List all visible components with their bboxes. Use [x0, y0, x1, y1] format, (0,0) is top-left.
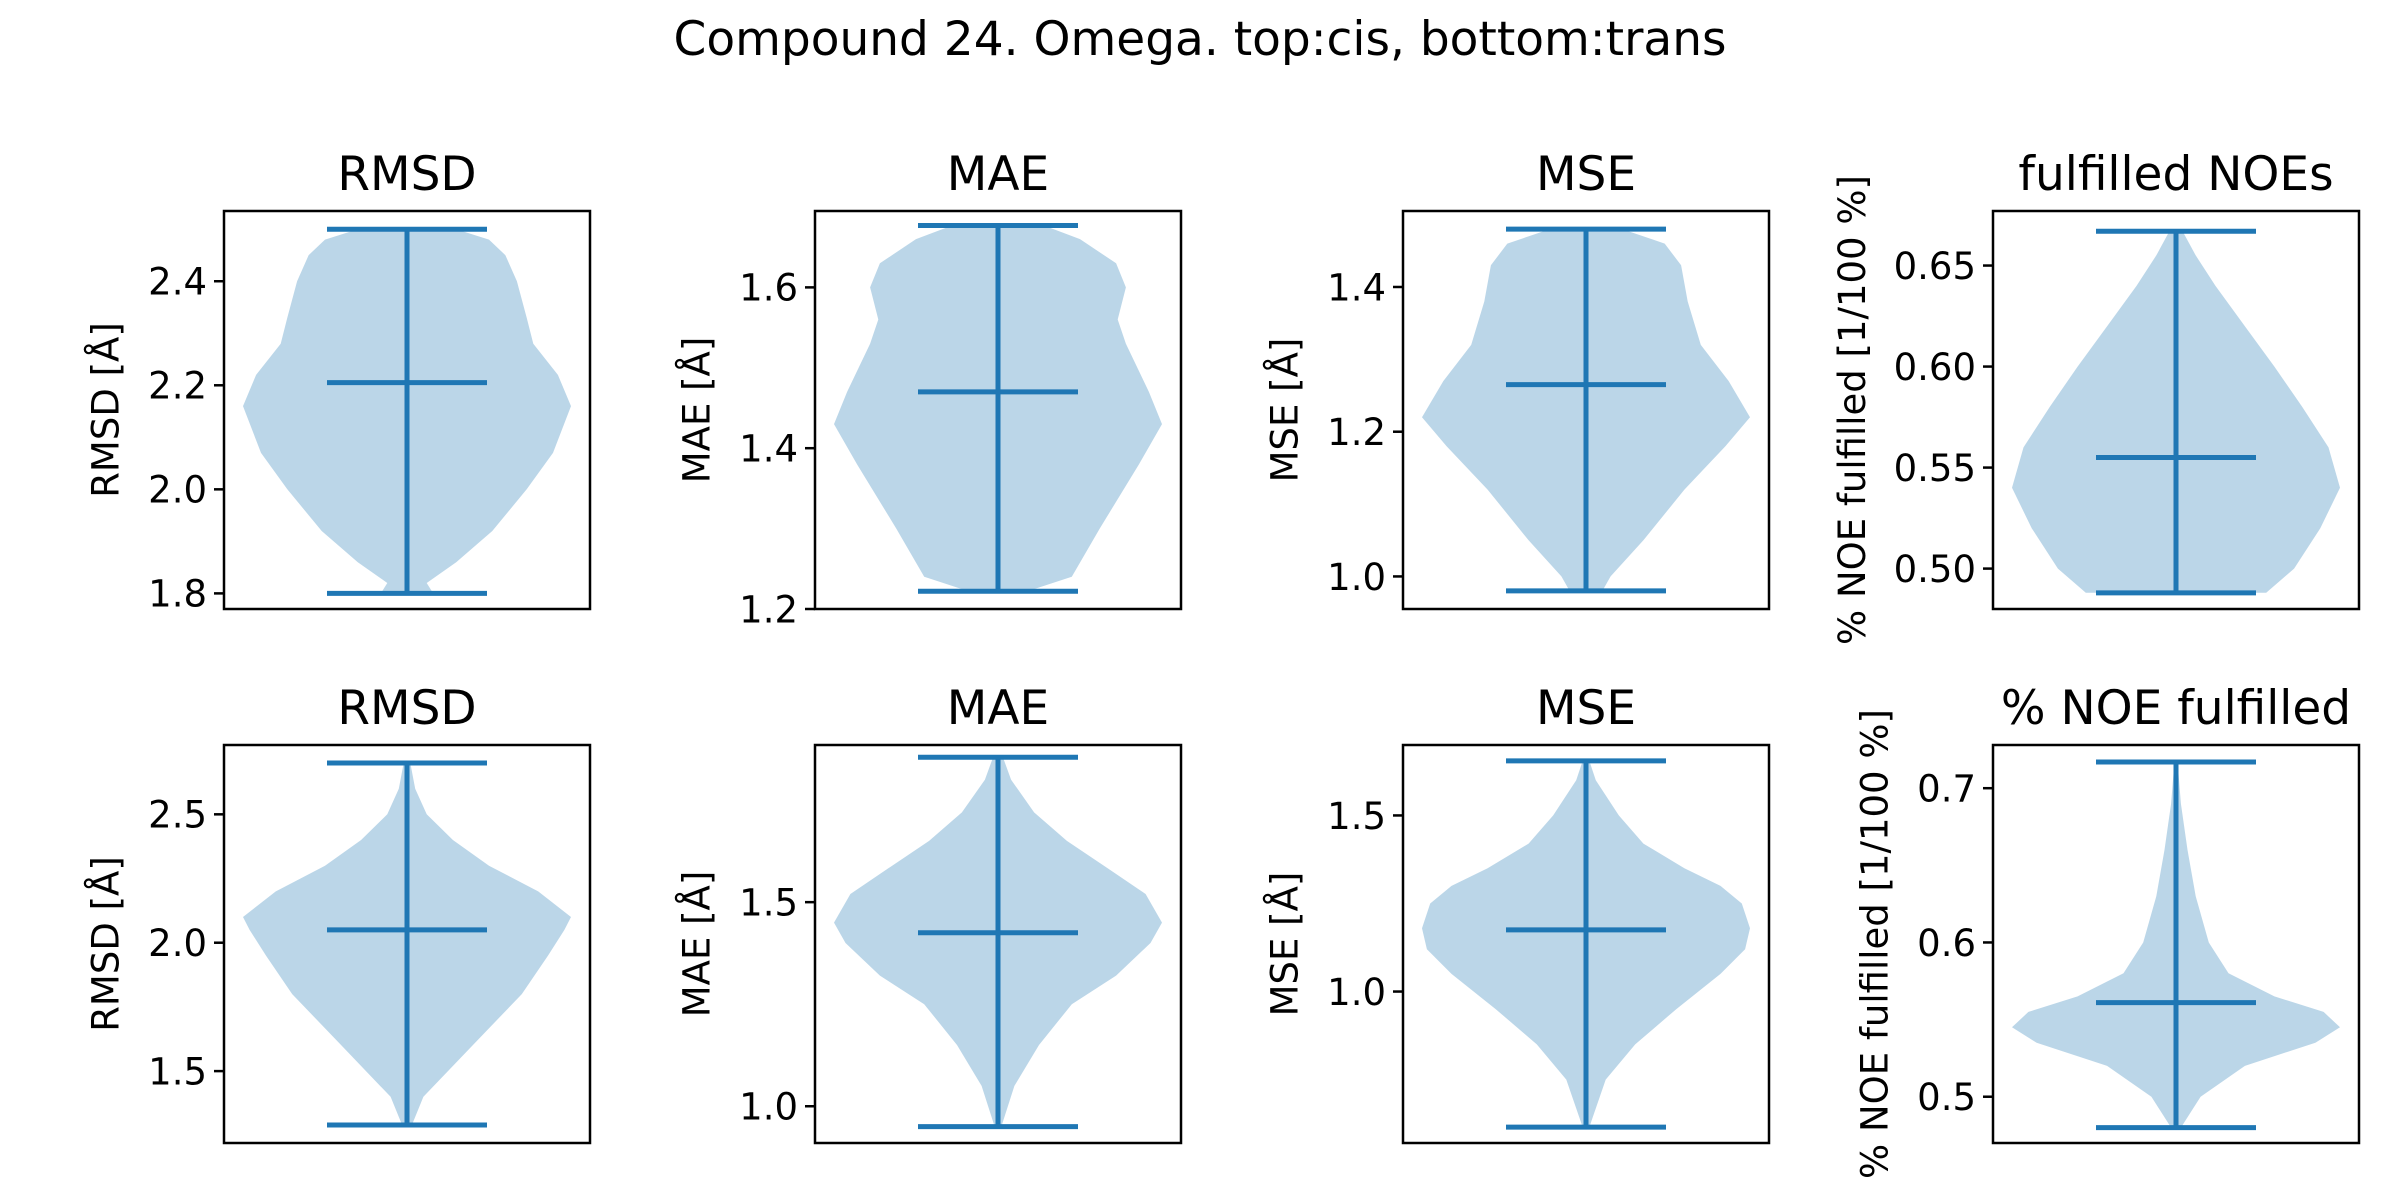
axes-frame: [222, 743, 592, 1145]
y-tick-label: 0.5: [1917, 1076, 1976, 1119]
y-tick-label: 2.0: [148, 922, 207, 965]
figure-title: Compound 24. Omega. top:cis, bottom:tran…: [674, 12, 1727, 67]
y-axis-label: MSE [Å]: [1262, 872, 1306, 1017]
y-tick-label: 1.0: [739, 1086, 798, 1129]
y-tick-label: 1.8: [148, 573, 207, 616]
y-tick-label: 1.5: [1327, 795, 1386, 838]
y-tick-label: 2.2: [148, 365, 207, 408]
panel-bottom-3: 1.0 1.5 MSE MSE [Å]: [1262, 681, 1771, 1145]
y-tick-label: 1.6: [739, 267, 798, 310]
panel-title: MAE: [947, 147, 1049, 202]
y-axis-label: MAE [Å]: [674, 337, 718, 484]
panel-title: RMSD: [337, 147, 476, 202]
y-tick-label: 0.6: [1917, 922, 1976, 965]
y-tick-label: 0.65: [1894, 245, 1976, 288]
y-tick-label: 1.5: [739, 881, 798, 924]
y-tick-label: 0.50: [1894, 548, 1976, 591]
y-tick-label: 1.4: [739, 428, 798, 471]
y-axis-label: % NOE fulfilled [1/100 %]: [1853, 709, 1896, 1179]
axes-frame: [1991, 209, 2361, 611]
y-tick-label: 0.55: [1894, 447, 1976, 490]
y-tick-label: 2.5: [148, 794, 207, 837]
panel-bottom-4: 0.5 0.6 0.7 % NOE fulfilled % NOE fulfilled …: [1853, 681, 2361, 1179]
axes-frame: [1991, 743, 2361, 1145]
y-axis-label: MSE [Å]: [1262, 338, 1306, 483]
y-axis-label: RMSD [Å]: [83, 322, 127, 498]
y-tick-label: 1.0: [1327, 556, 1386, 599]
axes-frame: [1401, 209, 1771, 611]
axes-frame: [813, 743, 1183, 1145]
panel-title: fulfilled NOEs: [2018, 147, 2333, 202]
axes-frame: [1401, 743, 1771, 1145]
panel-title: RMSD: [337, 681, 476, 736]
y-axis-label: RMSD [Å]: [83, 856, 127, 1032]
y-tick-label: 1.4: [1327, 266, 1386, 309]
panel-bottom-1: 1.5 2.0 2.5 RMSD RMSD [Å]: [83, 681, 592, 1145]
panel-top-4: 0.50 0.55 0.60 0.65 fulfilled NOEs % NOE fulf…: [1831, 147, 2361, 645]
y-tick-label: 2.4: [148, 261, 207, 304]
axes-frame: [222, 209, 592, 611]
panel-top-3: 1.0 1.2 1.4 MSE MSE [Å]: [1262, 147, 1771, 611]
panels: 1.8 2.0 2.2 2.4 RMSD RMSD [Å] 1.2 1.4 1.6 MAE MAE …: [83, 147, 2361, 1179]
panel-title: MAE: [947, 681, 1049, 736]
panel-top-1: 1.8 2.0 2.2 2.4 RMSD RMSD [Å]: [83, 147, 592, 616]
y-tick-label: 0.7: [1917, 768, 1976, 811]
panel-top-2: 1.2 1.4 1.6 MAE MAE [Å]: [674, 147, 1183, 631]
panel-title: MSE: [1536, 681, 1636, 736]
y-tick-label: 1.0: [1327, 971, 1386, 1014]
y-axis-label: MAE [Å]: [674, 871, 718, 1018]
axes-frame: [813, 209, 1183, 611]
panel-title: MSE: [1536, 147, 1636, 202]
panel-title: % NOE fulfilled: [2001, 681, 2351, 736]
y-tick-label: 2.0: [148, 469, 207, 512]
y-tick-label: 1.5: [148, 1050, 207, 1093]
y-tick-label: 1.2: [739, 588, 798, 631]
panel-bottom-2: 1.0 1.5 MAE MAE [Å]: [674, 681, 1183, 1145]
y-axis-label: % NOE fulfilled [1/100 %]: [1831, 175, 1874, 645]
y-tick-label: 1.2: [1327, 411, 1386, 454]
y-tick-label: 0.60: [1894, 346, 1976, 389]
